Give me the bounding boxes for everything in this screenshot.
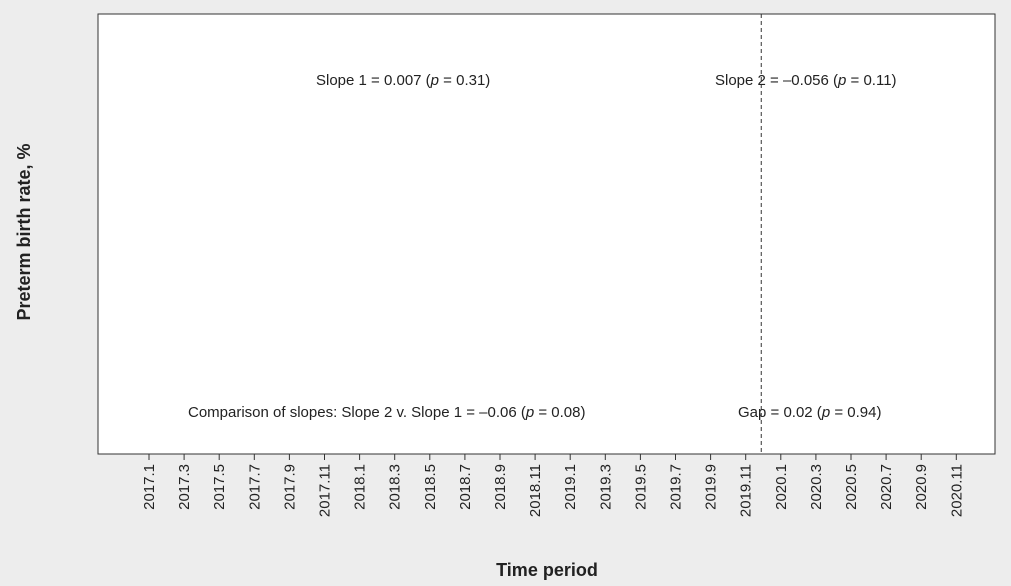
x-axis-title: Time period — [496, 560, 598, 580]
x-tick-label: 2019.11 — [738, 464, 755, 517]
x-tick-label: 2017.3 — [176, 464, 193, 510]
x-tick-label: 2018.9 — [492, 464, 509, 510]
x-tick-label: 2019.9 — [703, 464, 720, 510]
x-tick-label: 2018.5 — [422, 464, 439, 510]
plot-frame — [97, 13, 996, 455]
x-tick-label: 2017.7 — [246, 464, 263, 510]
x-tick-label: 2017.11 — [317, 464, 334, 517]
x-tick-label: 2018.3 — [387, 464, 404, 510]
x-tick-label: 2018.7 — [457, 464, 474, 510]
x-tick-label: 2020.9 — [913, 464, 930, 510]
x-tick-label: 2020.5 — [843, 464, 860, 510]
x-axis: 2017.1 2017.3 2017.5 2017.7 2017.9 2017.11 201… — [141, 454, 965, 517]
x-tick-label: 2017.1 — [141, 464, 158, 510]
x-tick-label: 2017.9 — [281, 464, 298, 510]
comparison-annotation: Comparison of slopes: Slope 2 v. Slope 1… — [188, 404, 585, 421]
x-tick-label: 2019.7 — [668, 464, 685, 510]
x-tick-label: 2019.3 — [597, 464, 614, 510]
x-tick-label: 2018.1 — [352, 464, 369, 510]
x-tick-label: 2019.1 — [562, 464, 579, 510]
x-tick-label: 2017.5 — [211, 464, 228, 510]
plot-background — [98, 14, 995, 454]
y-axis-title: Preterm birth rate, % — [14, 143, 34, 320]
x-tick-label: 2020.11 — [948, 464, 965, 517]
x-tick-label: 2019.5 — [632, 464, 649, 510]
x-tick-label: 2020.7 — [878, 464, 895, 510]
x-tick-label: 2020.1 — [773, 464, 790, 510]
x-tick-label: 2020.3 — [808, 464, 825, 510]
slope2-annotation: Slope 2 = –0.056 (p = 0.11) — [715, 72, 897, 89]
x-tick-label: 2018.11 — [527, 464, 544, 517]
slope1-annotation: Slope 1 = 0.007 (p = 0.31) — [316, 72, 490, 89]
gap-annotation: Gap = 0.02 (p = 0.94) — [738, 404, 881, 421]
